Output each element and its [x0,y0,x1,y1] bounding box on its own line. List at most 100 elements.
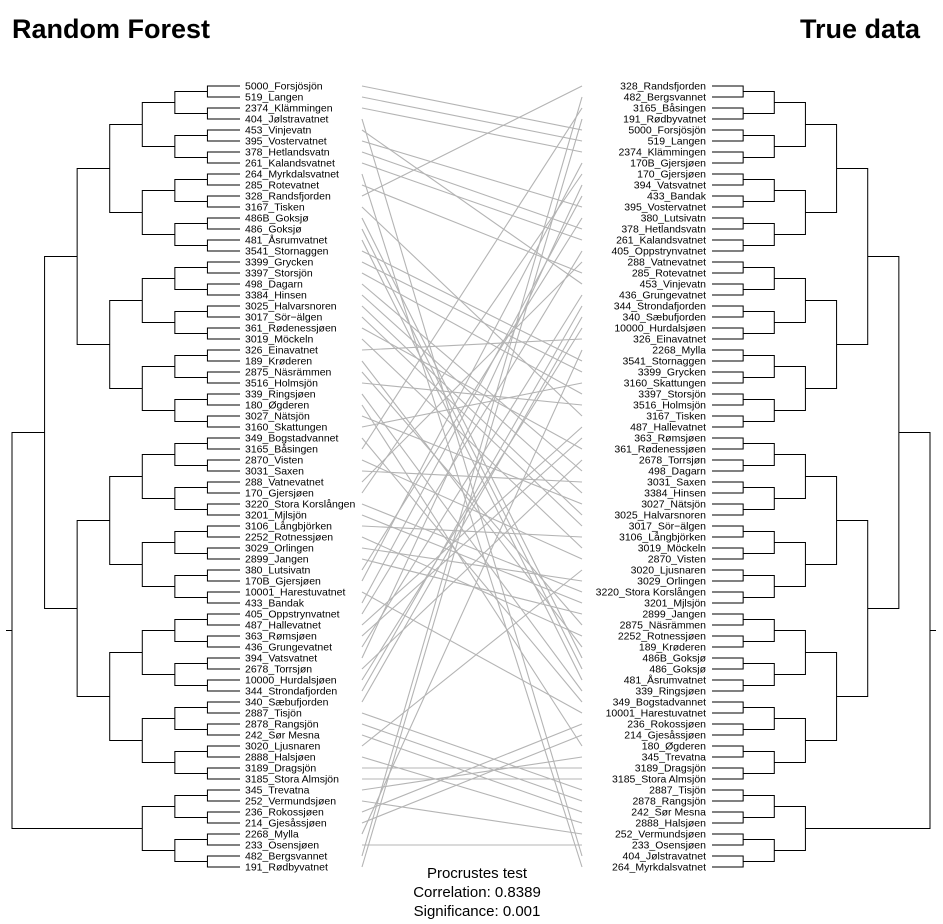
left-tree-branch-60 [109,652,143,741]
right-leaf-404-j-lstravatnet: 404_Jølstravatnet [623,851,707,863]
right-tree-branch-13 [774,190,806,235]
left-tree-branch-68 [174,839,208,862]
right-tree-branch-14 [805,124,838,213]
right-leaf-3020-ljusnaren: 3020_Ljusnaren [631,565,706,577]
connector-2887-tisjon [361,712,583,791]
left-tree-branch-2 [174,91,208,114]
left-leaf-3106-langbjorken: 3106_Långbjörken [245,521,332,533]
right-tree-branch-45 [805,476,838,565]
left-tree-branch-38 [206,525,240,538]
left-tree-branch-41 [206,569,240,582]
right-leaf-3167-tisken: 3167_Tisken [646,411,706,423]
right-leaf-394-vatsvatnet: 394_Vatsvatnet [634,180,706,192]
left-tree-branch-58 [174,751,208,774]
left-tree-branch-55 [174,707,208,730]
right-tree-branch-57 [712,767,744,780]
left-tree-branch-27 [174,399,208,422]
connector-394-vatsvatnet [361,184,583,659]
left-tree-branch-57 [206,767,240,780]
left-leaf-3167-tisken: 3167_Tisken [245,202,305,214]
right-leaf-2678-torrsj-n: 2678_Torrsjøn [639,455,706,467]
left-tree-branch-1 [206,107,240,120]
right-tree-branch-29 [805,300,838,389]
connector-486b-goksj [361,217,583,659]
left-tree-branch-51 [174,663,208,686]
left-leaf-3201-mjlsjon: 3201_Mjlsjön [245,510,307,522]
right-leaf-349-bogstadvannet: 349_Bogstadvannet [613,697,706,709]
left-tree-branch-48 [174,619,208,642]
left-leaf-380-lutsivatn: 380_Lutsivatn [245,565,311,577]
right-leaf-361-r-denessj-en: 361_Rødenessjøen [614,444,706,456]
left-tree-branch-22 [206,349,240,362]
left-tree-branch-12 [174,223,208,246]
left-leaf-453-vinjevatn: 453_Vinjevatn [245,125,312,137]
right-tree-branch-42 [712,591,744,604]
left-leaf-3516-holmsjon: 3516_Holmsjön [245,378,318,390]
left-leaf-3541-stornaggen: 3541_Stornaggen [245,246,329,258]
right-leaf-288-vatnevatnet: 288_Vatnevatnet [627,257,706,269]
connector-378-hetlandsvatn [361,151,583,230]
left-leaf-2252-rotnessj-en: 2252_Rotnessjøen [245,532,333,544]
left-leaf-349-bogstadvannet: 349_Bogstadvannet [245,433,338,445]
connector-345-trevatna [361,756,583,791]
left-leaf-3189-dragsjon: 3189_Dragsjön [245,763,316,775]
procrustes-correlation: Correlation: 0.8389 [413,884,541,901]
right-leaf-2268-mylla: 2268_Mylla [652,345,706,357]
right-tree-branch-38 [712,525,744,538]
right-tree-branch-4 [712,151,744,164]
left-tree-branch-25 [206,393,240,406]
connector-405-oppstrynvatnet [361,250,583,615]
right-tree-branch-0 [712,85,744,98]
connector-lines [361,85,583,868]
left-tree-branch-64 [206,811,240,824]
right-tree-branch-51 [743,663,775,686]
left-leaf-3017-sor-algen: 3017_Sör−älgen [245,312,323,324]
left-tree-branch-3 [206,129,240,142]
connector-339-ringsj-en [361,393,583,692]
left-leaf-170-gjersj-en: 170_Gjersjøen [245,488,314,500]
left-tree-branch-61 [76,520,110,697]
connector-344-strondafjorden [361,305,583,692]
right-tree-branch-66 [712,833,744,846]
right-leaf-261-kalandsvatnet: 261_Kalandsvatnet [616,235,706,247]
right-tree-branch-41 [712,569,744,582]
right-leaf-486b-goksj: 486B_Goksjø [642,653,706,665]
connector-191-r-dbyvatnet [361,118,583,868]
right-tree-branch-43 [743,575,775,598]
left-tree-branch-39 [206,547,240,560]
left-tree-branch-34 [206,481,240,494]
left-leaf-481-asrumvatnet: 481_Åsrumvatnet [245,234,327,247]
left-tree-branch-11 [206,239,240,252]
left-tree-branch-54 [206,723,240,736]
right-leaf-3541-stornaggen: 3541_Stornaggen [623,356,707,368]
connector-2878-rangsjon [361,723,583,802]
right-tree-branch-8 [712,195,744,208]
right-leaf-482-bergsvannet: 482_Bergsvannet [624,92,706,104]
right-tree-branch-7 [712,173,744,186]
left-leaf-285-rotevatnet: 285_Rotevatnet [245,180,319,192]
left-tree-branch-4 [206,151,240,164]
left-leaf-189-kr-deren: 189_Krøderen [245,356,312,368]
left-leaf-3160-skattungen: 3160_Skattungen [245,422,327,434]
left-leaf-361-r-denessj-en: 361_Rødenessjøen [245,323,337,335]
right-tree-branch-34 [712,481,744,494]
left-leaf-519-langen: 519_Langen [245,92,304,104]
left-title: Random Forest [12,14,210,44]
connector-2374-klammingen [361,107,583,153]
left-tree-branch-66 [206,833,240,846]
left-leaf-5000-forsjosjon: 5000_Forsjösjön [245,81,323,93]
connector-3160-skattungen [361,382,583,428]
right-tree-branch-32 [712,459,744,472]
right-tree-branch-44 [774,542,806,587]
right-leaf-481-asrumvatnet: 481_Åsrumvatnet [624,674,706,687]
procrustes-significance: Significance: 0.001 [414,903,541,920]
right-leaf-252-vermundsj-en: 252_Vermundsjøen [615,829,706,841]
left-leaf-2678-torrsj-n: 2678_Torrsjøn [245,664,312,676]
right-leaf-236-rokossj-en: 236_Rokossjøen [627,719,706,731]
right-leaf-3397-storsjon: 3397_Storsjön [638,389,706,401]
left-leaf-2899-jangen: 2899_Jangen [245,554,309,566]
right-tree-branch-35 [712,503,744,516]
left-leaf-labels: 5000_Forsjösjön519_Langen2374_Klämmingen… [245,81,355,874]
left-leaf-394-vatsvatnet: 394_Vatsvatnet [245,653,317,665]
